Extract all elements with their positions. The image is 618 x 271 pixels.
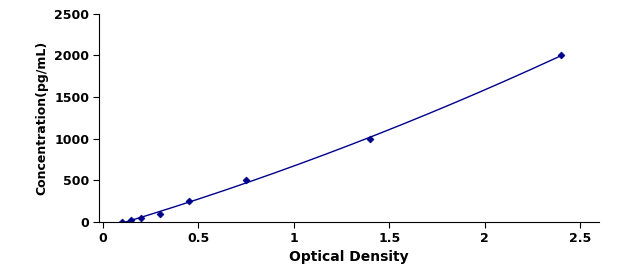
Y-axis label: Concentration(pg/mL): Concentration(pg/mL) bbox=[36, 41, 49, 195]
X-axis label: Optical Density: Optical Density bbox=[289, 250, 409, 264]
